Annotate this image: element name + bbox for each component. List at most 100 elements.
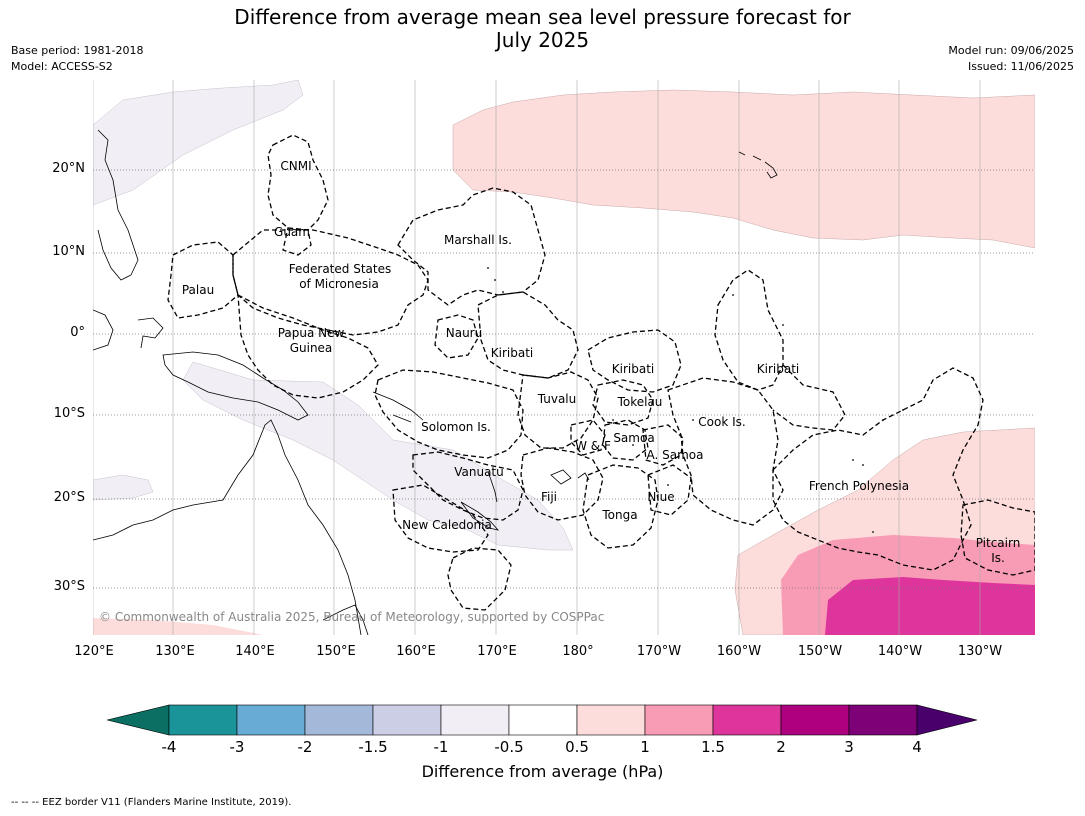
model-info: Base period: 1981-2018 Model: ACCESS-S2 (11, 43, 143, 75)
colorbar-tick: -4 (161, 738, 177, 756)
lon-label-140w: 140°W (877, 644, 923, 659)
colorbar-tick: 4 (912, 738, 922, 756)
parallel-lines (93, 169, 1035, 589)
colorbar-segment (168, 704, 238, 736)
island-dots (487, 267, 904, 533)
philippines-coast (97, 129, 139, 281)
colorbar-segment (440, 704, 510, 736)
colorbar-tick: -1.5 (358, 738, 388, 756)
eez-solomon (374, 369, 524, 459)
colorbar-extend-low (106, 704, 170, 736)
run-info: Model run: 09/06/2025 Issued: 11/06/2025 (948, 43, 1074, 75)
eez-vanuatu (412, 451, 524, 521)
solomon-coast (372, 391, 424, 423)
label-tonga: Tonga (601, 508, 637, 522)
lon-label-130e: 130°E (155, 644, 195, 659)
colorbar-segment (236, 704, 306, 736)
label-pitcairn-line1: Pitcairn (976, 536, 1021, 550)
label-tokelau: Tokelau (617, 395, 663, 409)
colorbar-tick: -0.5 (494, 738, 524, 756)
label-cook: Cook Is. (698, 415, 745, 429)
pressure-anomaly-map: CNMI Guam Marshall Is. Palau Federated S… (93, 80, 1035, 635)
model-name: Model: ACCESS-S2 (11, 60, 113, 73)
label-png-line1: Papua New (278, 326, 345, 340)
eez-palau (167, 241, 239, 319)
label-fsm-line1: Federated States (289, 262, 391, 276)
label-nauru: Nauru (446, 326, 482, 340)
lon-label-160e: 160°E (396, 644, 436, 659)
lat-label-20n: 20°N (52, 161, 85, 176)
eez-new-caledonia-south (447, 547, 512, 611)
colorbar-segment (372, 704, 442, 736)
colorbar-tick: 0.5 (565, 738, 589, 756)
lat-label-30s: 30°S (53, 579, 85, 594)
positive-anomaly-north (452, 89, 1035, 249)
new-zealand-coast (322, 604, 369, 635)
lon-label-170e: 170°E (477, 644, 517, 659)
eez-tonga (582, 464, 659, 549)
eez-tuvalu (517, 371, 599, 449)
issued-date: Issued: 11/06/2025 (967, 60, 1074, 73)
base-period: Base period: 1981-2018 (11, 44, 144, 57)
colorbar-tick: -1 (433, 738, 449, 756)
new-guinea-coast (162, 351, 309, 421)
title-line-1: Difference from average mean sea level p… (234, 5, 851, 29)
label-wallis-futuna: W & F (575, 439, 611, 453)
colorbar-segment (712, 704, 782, 736)
region-labels: CNMI Guam Marshall Is. Palau Federated S… (182, 159, 1020, 565)
map-title: Difference from average mean sea level p… (0, 6, 1085, 52)
label-niue: Niue (647, 490, 674, 504)
colorbar-segment (644, 704, 714, 736)
positive-anomaly-southeast-high (825, 577, 1035, 635)
positive-anomaly-south (93, 618, 263, 635)
eez-fsm (232, 229, 429, 336)
colorbar-tick: -3 (229, 738, 245, 756)
lon-label-120e: 120°E (74, 644, 114, 659)
eez-fiji (520, 447, 604, 521)
new-caledonia-coast (460, 501, 500, 531)
lat-label-20s: 20°S (53, 490, 85, 505)
lon-label-150e: 150°E (316, 644, 356, 659)
lat-label-10n: 10°N (52, 244, 85, 259)
borneo-coast (93, 309, 114, 351)
label-pitcairn-line2: Is. (991, 551, 1005, 565)
colorbar-tick: 1 (640, 738, 650, 756)
label-kiribati-east: Kiribati (757, 362, 799, 376)
model-run: Model run: 09/06/2025 (948, 44, 1074, 57)
lon-label-150w: 150°W (797, 644, 843, 659)
label-vanuatu: Vanuatu (454, 465, 504, 479)
eez-niue (647, 464, 692, 516)
label-marshall: Marshall Is. (444, 233, 512, 247)
colorbar-segment (780, 704, 850, 736)
sulawesi-coast (137, 317, 164, 349)
colorbar-tick: 1.5 (701, 738, 725, 756)
colorbar-label: Difference from average (hPa) (421, 762, 664, 781)
label-solomon: Solomon Is. (421, 420, 491, 434)
colorbar-segment (848, 704, 918, 736)
eez-borders (167, 134, 1035, 611)
label-guam: Guam (274, 225, 310, 239)
label-kiribati-west: Kiribati (491, 346, 533, 360)
eez-nauru (434, 314, 479, 359)
eez-kiribati-west (477, 291, 579, 379)
label-fiji: Fiji (541, 490, 557, 504)
lon-label-170w: 170°W (636, 644, 682, 659)
label-french-polynesia: French Polynesia (809, 479, 909, 493)
eez-french-polynesia (772, 367, 984, 571)
label-new-caledonia: New Caledonia (402, 518, 492, 532)
eez-wallis-futuna (570, 419, 606, 456)
copyright-notice: © Commonwealth of Australia 2025, Bureau… (99, 610, 604, 624)
negative-anomaly-coral-sea (182, 361, 574, 551)
colorbar-extend-high (916, 704, 978, 736)
eez-legend-note: -- -- -- EEZ border V11 (Flanders Marine… (11, 797, 292, 808)
eez-cnmi (267, 134, 329, 231)
lon-label-140e: 140°E (235, 644, 275, 659)
lat-label-10s: 10°S (53, 406, 85, 421)
label-palau: Palau (182, 283, 214, 297)
eez-png (237, 293, 379, 399)
label-kiribati-central: Kiribati (612, 362, 654, 376)
label-png-line2: Guinea (290, 341, 333, 355)
eez-kiribati-east (714, 269, 846, 431)
meridian-lines (93, 80, 981, 635)
eez-samoa (602, 419, 649, 461)
